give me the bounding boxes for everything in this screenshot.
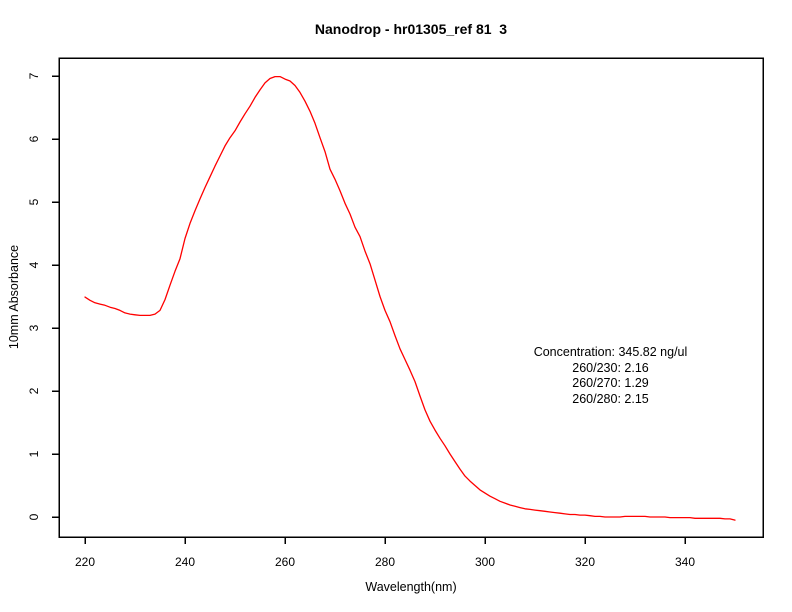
y-tick-label: 7 (27, 72, 41, 79)
y-tick-label: 3 (27, 324, 41, 331)
y-tick-label: 4 (27, 261, 41, 268)
x-tick-label: 260 (275, 555, 295, 569)
x-tick-label: 320 (575, 555, 595, 569)
plot-box (58, 57, 764, 538)
y-tick-label: 6 (27, 135, 41, 142)
x-tick-label: 280 (375, 555, 395, 569)
annotation-ratio-260-270: 260/270: 1.29 (572, 376, 649, 390)
x-tick-label: 300 (475, 555, 495, 569)
x-axis-label: Wavelength(nm) (365, 580, 457, 594)
chart-title: Nanodrop - hr01305_ref 81 3 (314, 21, 508, 37)
spectrum-curve (84, 75, 736, 521)
annotation-block: Concentration: 345.82 ng/ul 260/230: 2.1… (500, 345, 721, 407)
annotation-ratio-260-280: 260/280: 2.15 (572, 391, 649, 406)
x-tick-label: 240 (175, 555, 195, 569)
annotation-ratio-260-230: 260/230: 2.16 (572, 360, 649, 375)
annotation-concentration: Concentration: 345.82 ng/ul (533, 345, 688, 359)
y-tick-label: 5 (27, 198, 41, 205)
x-tick-label: 340 (675, 555, 695, 569)
y-tick-label: 1 (27, 450, 41, 457)
y-tick-label: 2 (27, 387, 41, 394)
y-tick-label: 0 (27, 513, 41, 520)
x-tick-label: 220 (75, 555, 95, 569)
